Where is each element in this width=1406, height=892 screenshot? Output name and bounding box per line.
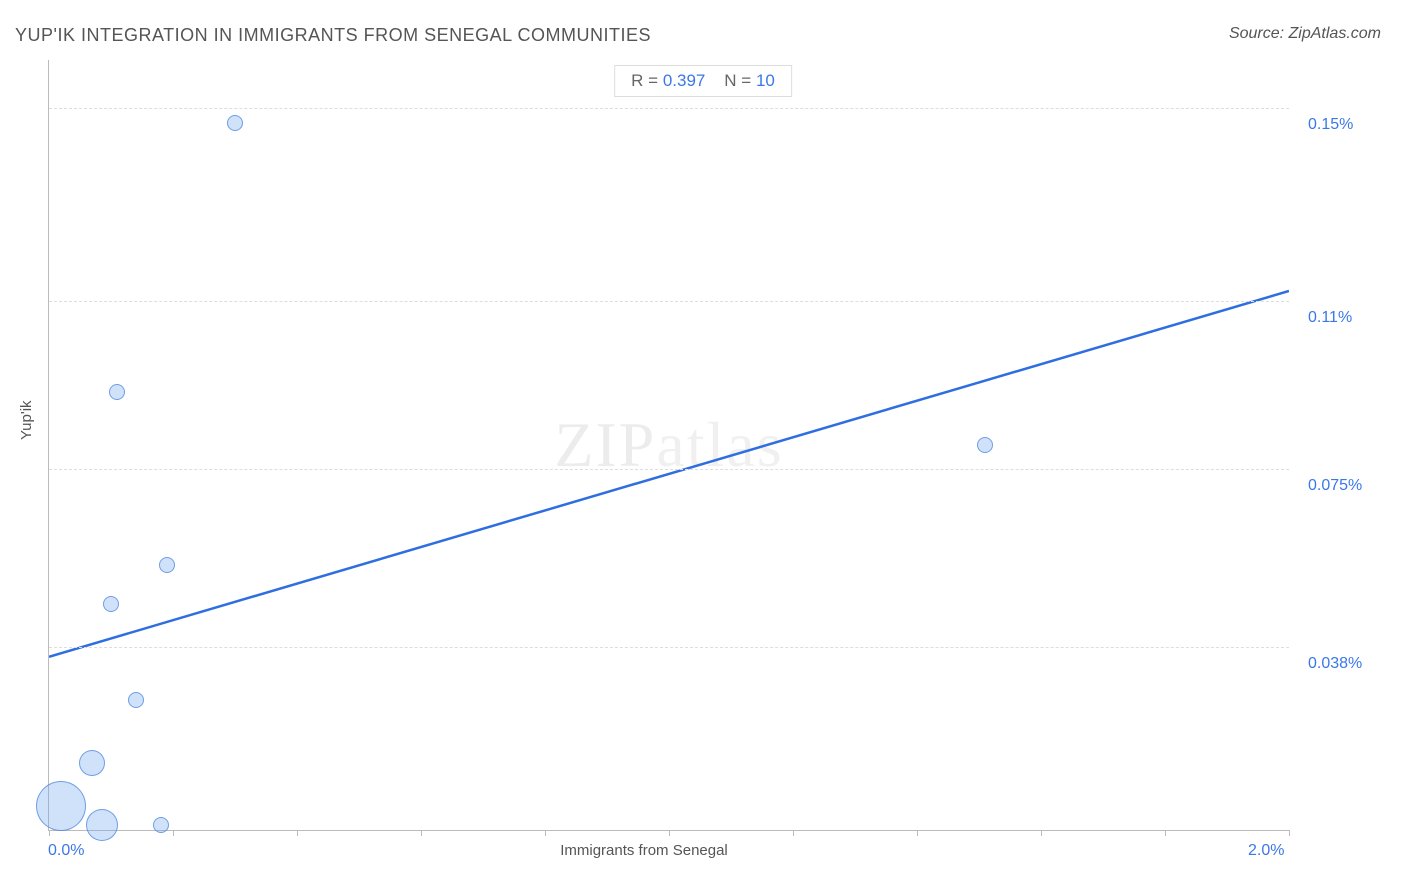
- x-tick: [421, 830, 422, 836]
- y-tick-label: 0.075%: [1308, 477, 1362, 495]
- y-tick-label: 0.11%: [1308, 309, 1352, 327]
- x-tick: [669, 830, 670, 836]
- x-tick: [917, 830, 918, 836]
- gridline: [49, 647, 1289, 648]
- chart-container: YUP'IK INTEGRATION IN IMMIGRANTS FROM SE…: [0, 0, 1406, 892]
- chart-source: Source: ZipAtlas.com: [1229, 25, 1381, 43]
- gridline: [49, 108, 1289, 109]
- y-tick-label: 0.15%: [1308, 116, 1353, 134]
- plot-area: ZIPatlas: [48, 60, 1289, 831]
- data-bubble: [36, 781, 86, 831]
- data-bubble: [109, 384, 125, 400]
- gridline: [49, 301, 1289, 302]
- x-tick: [545, 830, 546, 836]
- data-bubble: [128, 692, 144, 708]
- x-tick: [793, 830, 794, 836]
- x-tick: [173, 830, 174, 836]
- x-tick: [1165, 830, 1166, 836]
- data-bubble: [153, 817, 169, 833]
- y-tick-label: 0.038%: [1308, 655, 1362, 673]
- n-label: N =: [724, 71, 751, 90]
- x-tick-label: 2.0%: [1248, 842, 1284, 860]
- x-tick: [297, 830, 298, 836]
- data-bubble: [977, 437, 993, 453]
- data-bubble: [159, 557, 175, 573]
- n-value: 10: [756, 71, 775, 90]
- data-bubble: [79, 750, 105, 776]
- y-axis-label: Yup'ik: [18, 400, 35, 440]
- chart-title: YUP'IK INTEGRATION IN IMMIGRANTS FROM SE…: [15, 25, 651, 46]
- data-bubble: [103, 596, 119, 612]
- data-bubble: [86, 809, 118, 841]
- x-tick: [1041, 830, 1042, 836]
- x-axis-label: Immigrants from Senegal: [0, 842, 1288, 859]
- watermark: ZIPatlas: [554, 408, 783, 482]
- x-tick: [1289, 830, 1290, 836]
- data-bubble: [227, 115, 243, 131]
- r-label: R =: [631, 71, 658, 90]
- r-value: 0.397: [663, 71, 706, 90]
- gridline: [49, 469, 1289, 470]
- stats-box: R = 0.397 N = 10: [614, 65, 792, 97]
- x-tick: [49, 830, 50, 836]
- x-tick-label: 0.0%: [48, 842, 84, 860]
- trendline: [49, 60, 1289, 830]
